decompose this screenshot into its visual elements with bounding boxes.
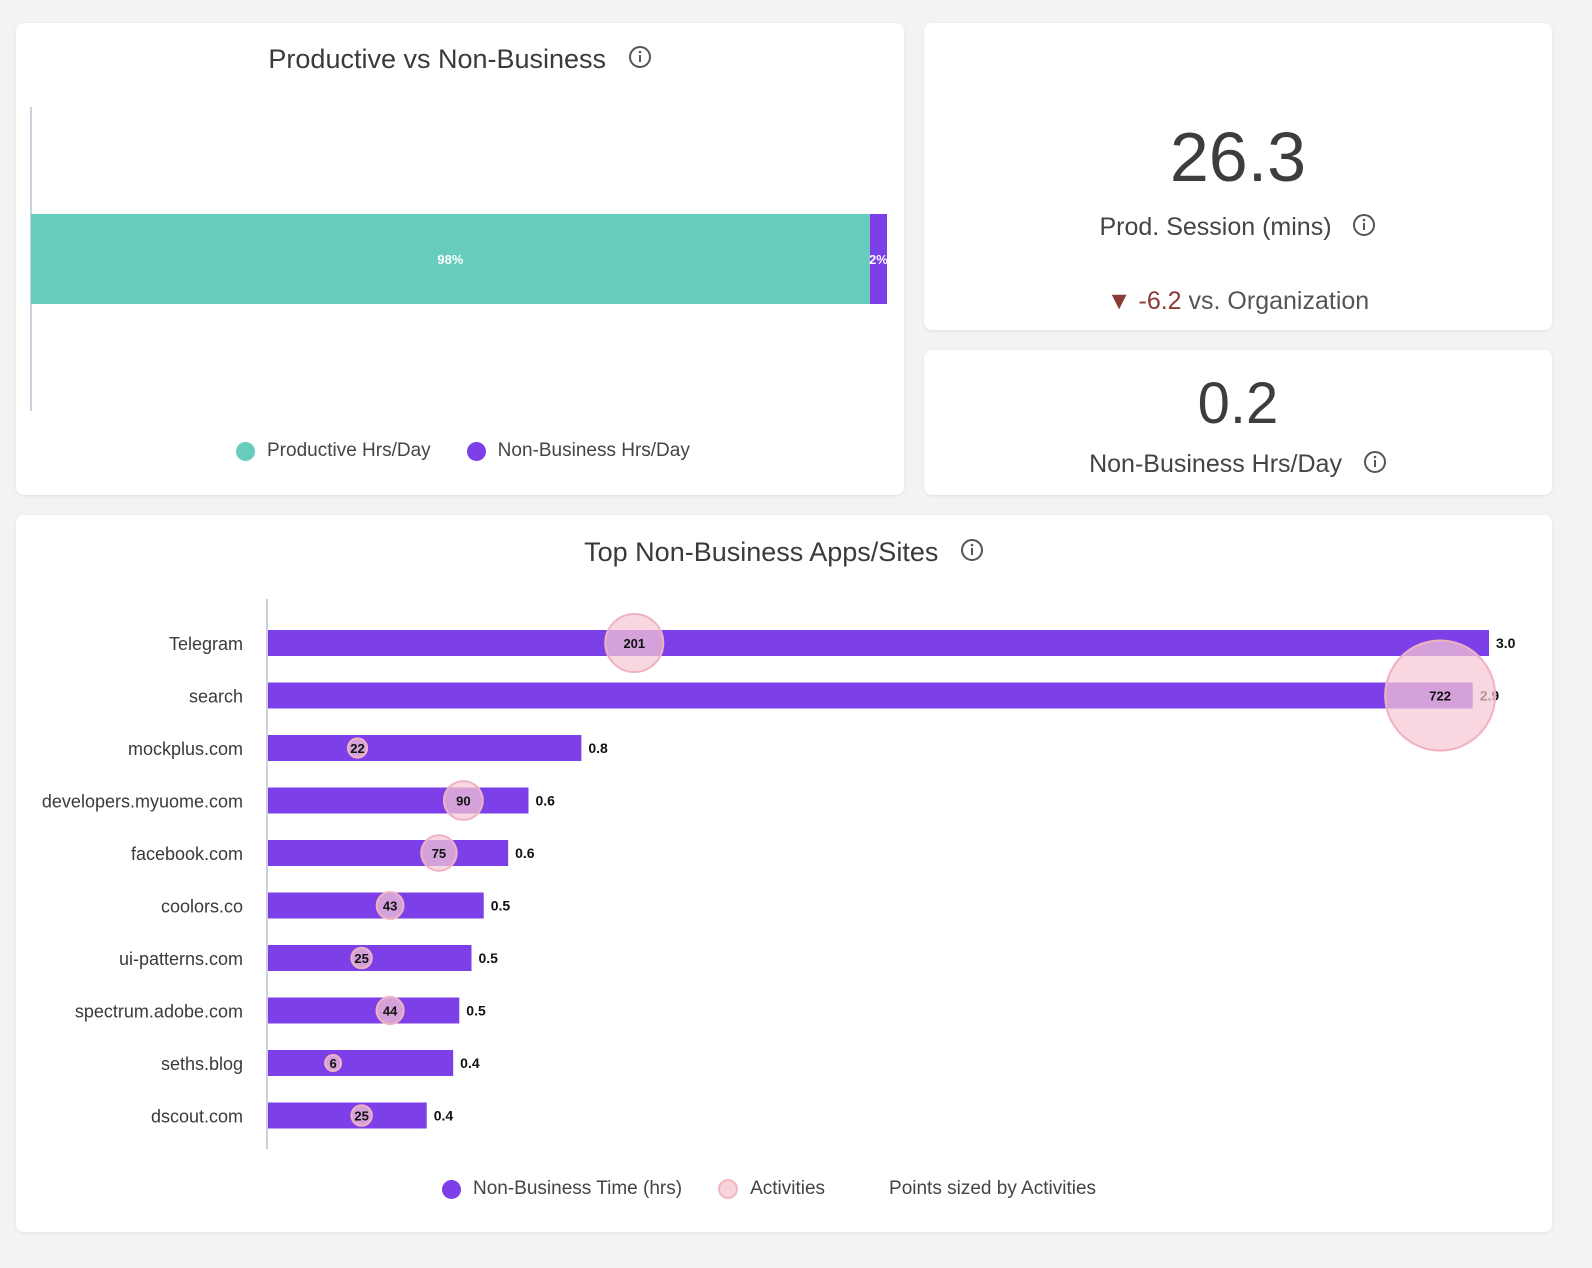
bar-value-label: 0.8 xyxy=(588,740,608,756)
info-icon[interactable] xyxy=(960,538,984,569)
prod-session-delta-suffix: vs. Organization xyxy=(1181,287,1370,315)
activity-bubble xyxy=(324,1054,343,1072)
info-icon[interactable] xyxy=(1363,450,1387,481)
category-label: mockplus.com xyxy=(128,739,243,759)
category-label: ui-patterns.com xyxy=(119,949,243,969)
nonbusiness-hours-card: 0.2 Non-Business Hrs/Day xyxy=(924,350,1552,495)
category-label: Telegram xyxy=(169,634,243,654)
activity-label: 25 xyxy=(354,1109,368,1124)
bar xyxy=(268,630,1489,656)
legend-label-time: Non-Business Time (hrs) xyxy=(473,1178,683,1199)
info-icon[interactable] xyxy=(628,45,652,76)
bar xyxy=(268,840,509,866)
bar-value-label: 3.0 xyxy=(1496,635,1516,651)
legend-swatch-nonbusiness xyxy=(466,441,486,461)
bar-value-label: 0.6 xyxy=(515,845,535,861)
productive-legend: Productive Hrs/Day Non-Business Hrs/Day xyxy=(236,440,726,462)
activity-label: 25 xyxy=(354,951,368,966)
legend-item-activities[interactable]: Activities xyxy=(718,1178,825,1200)
stacked-bar-segment-0 xyxy=(31,214,870,304)
nonbusiness-hours-label: Non-Business Hrs/Day xyxy=(1089,450,1342,479)
category-label: spectrum.adobe.com xyxy=(75,1002,243,1022)
legend-swatch-productive xyxy=(236,441,255,461)
activity-label: 22 xyxy=(350,741,364,756)
top-card-title: Top Non-Business Apps/Sites xyxy=(584,537,939,567)
legend-item-productive[interactable]: Productive Hrs/Day xyxy=(236,440,431,462)
legend-label-activities: Activities xyxy=(750,1178,826,1199)
stacked-bar-label-1: 2% xyxy=(869,252,888,267)
prod-session-label: Prod. Session (mins) xyxy=(1099,213,1332,242)
legend-swatch-time xyxy=(442,1179,461,1199)
down-arrow-icon: ▼ xyxy=(1106,287,1132,315)
prod-session-delta: -6.2 xyxy=(1138,287,1182,315)
activity-bubble xyxy=(350,1104,373,1127)
legend-label-nonbusiness: Non-Business Hrs/Day xyxy=(497,440,690,461)
bar-value-label: 0.5 xyxy=(491,898,511,914)
legend-swatch-activities xyxy=(718,1179,739,1199)
activity-label: 75 xyxy=(432,846,446,861)
activity-label: 722 xyxy=(1429,689,1451,704)
category-label: search xyxy=(189,687,243,707)
legend-item-nonbusiness[interactable]: Non-Business Hrs/Day xyxy=(466,440,690,462)
prod-session-card: 26.3 Prod. Session (mins) ▼ -6.2 vs. Org… xyxy=(924,23,1552,330)
category-label: dscout.com xyxy=(151,1107,243,1127)
stacked-bar-label-0: 98% xyxy=(437,252,463,267)
bar-value-label: 0.6 xyxy=(535,793,555,809)
bar xyxy=(268,997,460,1024)
bar xyxy=(268,1050,454,1076)
nonbusiness-hours-label-row: Non-Business Hrs/Day xyxy=(924,450,1552,481)
stacked-bar-segment-1 xyxy=(869,214,887,304)
activity-bubble xyxy=(604,612,665,674)
bar-value-label: 0.5 xyxy=(479,950,499,966)
productive-stacked-bar-chart: 98% 2% xyxy=(30,107,888,411)
prod-session-value: 26.3 xyxy=(1169,118,1307,196)
activity-bubble xyxy=(442,780,484,821)
category-label: facebook.com xyxy=(131,844,243,864)
top-apps-legend: Non-Business Time (hrs) Activities Point… xyxy=(442,1178,1132,1200)
activity-label: 44 xyxy=(383,1004,398,1019)
activity-bubble xyxy=(350,946,373,970)
bar-value-label: 0.4 xyxy=(460,1055,480,1071)
productive-vs-nonbusiness-card: Productive vs Non-Business 98% 2% Product… xyxy=(16,23,904,495)
bar xyxy=(268,735,582,761)
legend-note: Points sized by Activities xyxy=(889,1178,1096,1200)
legend-label-productive: Productive Hrs/Day xyxy=(267,440,431,461)
bar-value-label: 0.5 xyxy=(466,1003,486,1019)
top-nonbusiness-apps-card: Top Non-Business Apps/Sites Telegram 3.0 2… xyxy=(16,515,1552,1232)
activity-bubble xyxy=(375,891,405,920)
prod-session-comparison: ▼ -6.2 vs. Organization xyxy=(924,287,1552,316)
info-icon[interactable] xyxy=(1352,213,1376,244)
legend-note-text: Points sized by Activities xyxy=(889,1178,1097,1199)
activity-bubble xyxy=(420,834,458,872)
nonbusiness-hours-value: 0.2 xyxy=(1197,371,1279,436)
category-label: seths.blog xyxy=(161,1054,243,1074)
activity-label: 201 xyxy=(623,636,645,651)
bar xyxy=(268,1102,427,1129)
activity-label: 6 xyxy=(330,1056,337,1071)
prod-session-label-row: Prod. Session (mins) xyxy=(924,213,1552,244)
legend-item-time[interactable]: Non-Business Time (hrs) xyxy=(442,1178,682,1200)
productive-card-title: Productive vs Non-Business xyxy=(268,44,607,74)
bar xyxy=(268,787,529,814)
top-apps-bar-chart: Telegram3.0201search2.9722mockplus.com0.… xyxy=(42,599,1516,1149)
category-label: coolors.co xyxy=(161,897,243,917)
activity-bubble xyxy=(375,995,405,1026)
bar xyxy=(268,682,1473,709)
activity-label: 90 xyxy=(456,794,470,809)
bar-value-label: 0.4 xyxy=(434,1108,454,1124)
activity-bubble xyxy=(1384,639,1497,752)
activity-label: 43 xyxy=(383,899,397,914)
productive-card-title-row: Productive vs Non-Business xyxy=(16,44,904,76)
category-label: developers.myuome.com xyxy=(42,792,243,812)
activity-bubble xyxy=(346,737,369,759)
top-card-title-row: Top Non-Business Apps/Sites xyxy=(16,537,1552,569)
